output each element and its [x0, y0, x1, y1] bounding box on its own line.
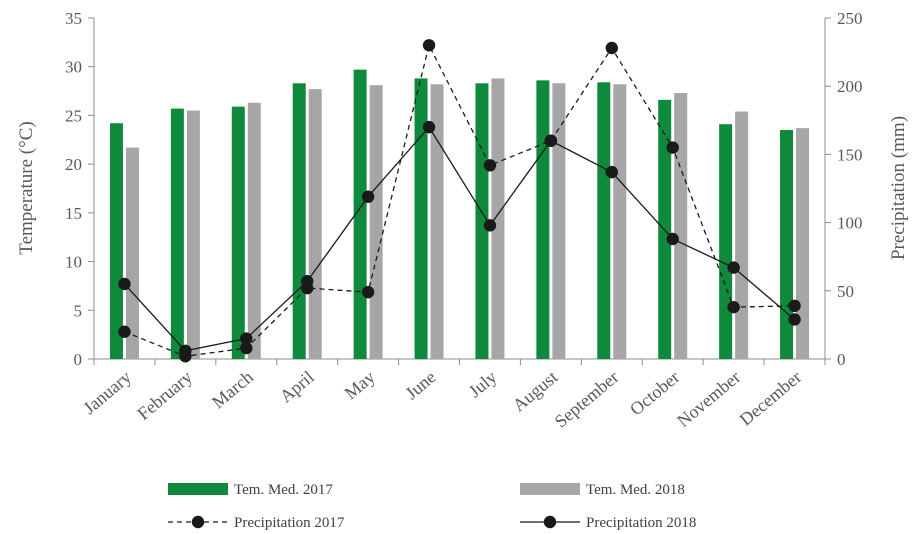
bar-tem-med-2017-december [780, 130, 794, 359]
y-tick-label-left: 35 [65, 9, 82, 28]
bar-tem-med-2018-july [491, 78, 505, 360]
bar-tem-med-2017-may [353, 69, 367, 359]
y-axis-title-right: Precipitation (mm) [888, 116, 909, 260]
legend-marker [543, 515, 557, 529]
x-tick-label-february: February [133, 367, 196, 424]
legend-label: Precipitation 2017 [234, 515, 345, 531]
legend-item-precipitation-2017: Precipitation 2017 [168, 515, 345, 531]
point-precipitation-2018-february [179, 344, 192, 358]
point-precipitation-2018-june [422, 120, 436, 134]
bar-tem-med-2017-june [414, 78, 428, 360]
point-precipitation-2018-may [361, 190, 375, 203]
legend-swatch [520, 483, 580, 495]
x-tick-label-september: September [551, 367, 623, 432]
legend-label: Precipitation 2018 [586, 515, 696, 531]
bar-tem-med-2018-november [735, 111, 749, 359]
bar-tem-med-2018-february [186, 110, 200, 359]
point-precipitation-2018-january [118, 277, 131, 291]
y-tick-label-left: 15 [65, 204, 82, 223]
legend-item-tem-med-2018: Tem. Med. 2018 [520, 482, 685, 498]
x-tick-label-march: March [208, 367, 257, 413]
x-tick-label-december: December [736, 367, 806, 430]
x-tick-label-may: May [341, 367, 379, 404]
point-precipitation-2018-september [605, 165, 618, 179]
x-tick-label-june: June [401, 367, 439, 404]
precipitation-lines [118, 39, 801, 363]
point-precipitation-2018-august [544, 134, 558, 147]
y-tick-label-left: 20 [65, 155, 82, 174]
x-tick-label-november: November [673, 367, 744, 431]
bars [109, 69, 810, 360]
legend-swatch [168, 483, 228, 495]
y-tick-label-right: 100 [837, 214, 863, 233]
point-precipitation-2017-december [788, 299, 801, 313]
legend-label: Tem. Med. 2017 [234, 482, 333, 498]
bar-tem-med-2017-september [597, 82, 611, 359]
x-tick-label-january: January [79, 367, 135, 418]
line-precipitation-2018 [123, 126, 795, 352]
y-tick-label-right: 50 [837, 282, 854, 301]
x-tick-label-october: October [626, 367, 683, 420]
axes: 0 5 10 15 20 25 30 35 0 50 100 150 200 250 [65, 9, 863, 369]
legend-marker [191, 515, 205, 529]
point-precipitation-2018-march [240, 332, 253, 345]
bar-tem-med-2018-august [552, 83, 566, 359]
bar-tem-med-2018-june [430, 84, 444, 359]
point-precipitation-2017-november [727, 300, 740, 314]
legend-label: Tem. Med. 2018 [586, 482, 685, 498]
bar-tem-med-2017-february [170, 108, 184, 359]
legend-item-tem-med-2017: Tem. Med. 2017 [168, 482, 333, 498]
y-tick-label-left: 10 [65, 253, 82, 272]
point-precipitation-2018-november [727, 261, 740, 274]
bar-tem-med-2018-april [308, 89, 322, 359]
bar-tem-med-2017-april [292, 83, 306, 359]
point-precipitation-2017-july [483, 159, 497, 172]
point-precipitation-2017-march [240, 341, 253, 355]
legend: Tem. Med. 2017 Tem. Med. 2018 Precipitatio… [168, 482, 696, 531]
point-precipitation-2017-june [422, 39, 436, 52]
point-precipitation-2018-october [666, 232, 679, 246]
x-tick-label-july: July [465, 367, 501, 402]
y-tick-label-right: 150 [837, 145, 863, 164]
point-precipitation-2017-september [605, 41, 618, 55]
point-precipitation-2018-april [301, 275, 314, 288]
point-precipitation-2017-january [118, 325, 131, 338]
bar-tem-med-2018-september [613, 84, 627, 359]
bar-tem-med-2017-august [536, 80, 550, 360]
bar-tem-med-2018-december [796, 128, 810, 359]
y-tick-label-left: 0 [74, 350, 83, 369]
y-tick-label-right: 200 [837, 77, 863, 96]
bar-tem-med-2018-march [247, 102, 261, 360]
y-tick-label-left: 30 [65, 58, 82, 77]
line-precipitation-2017 [124, 43, 795, 357]
bar-tem-med-2018-october [674, 93, 688, 360]
y-tick-label-left: 5 [74, 301, 83, 320]
y-tick-label-left: 25 [65, 106, 82, 125]
bar-tem-med-2018-may [369, 85, 383, 360]
bar-tem-med-2017-july [475, 83, 489, 359]
point-precipitation-2018-july [483, 219, 497, 232]
x-tick-label-august: August [509, 367, 562, 416]
x-tick-label-april: April [276, 367, 318, 407]
point-precipitation-2017-october [666, 141, 679, 154]
point-precipitation-2018-december [788, 313, 801, 326]
y-axis-title-left: Temperature (°C) [16, 121, 37, 254]
legend-item-precipitation-2018: Precipitation 2018 [520, 515, 696, 531]
bar-tem-med-2017-march [231, 106, 245, 359]
bar-tem-med-2018-january [125, 147, 139, 359]
bar-tem-med-2017-november [719, 124, 733, 359]
y-tick-label-right: 0 [837, 350, 846, 369]
y-tick-label-right: 250 [837, 9, 863, 28]
point-precipitation-2017-may [361, 285, 375, 299]
bar-tem-med-2017-january [109, 123, 123, 359]
